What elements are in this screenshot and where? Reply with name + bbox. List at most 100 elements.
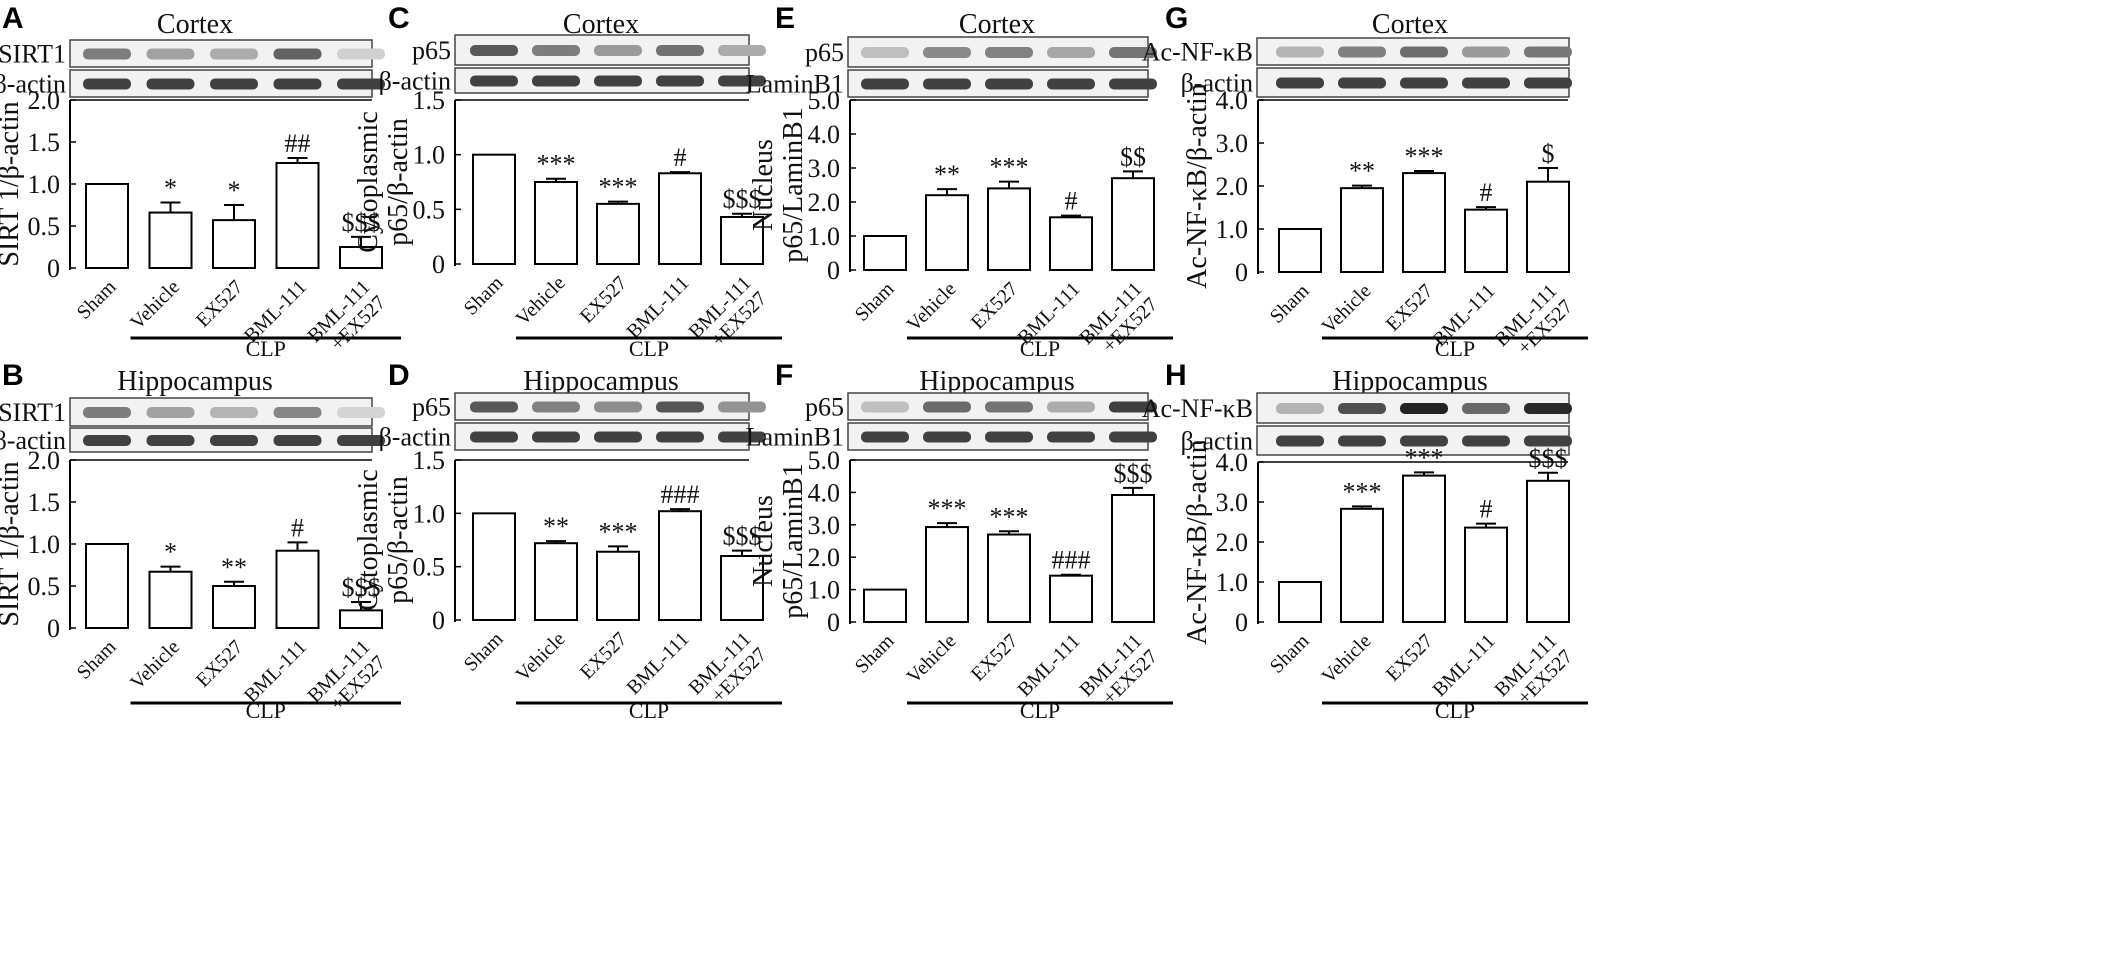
blot-strip: p65 — [412, 392, 766, 422]
clp-group-label: CLP — [246, 698, 286, 723]
blot-band — [1047, 47, 1095, 58]
bar-1 — [472, 512, 516, 621]
x-category-label: Vehicle — [1318, 630, 1376, 688]
significance-mark: # — [1065, 187, 1078, 216]
bar-1 — [1278, 581, 1322, 623]
significance-mark: *** — [990, 153, 1029, 182]
blot-band — [985, 401, 1033, 413]
blot-band — [83, 407, 131, 418]
y-tick-label: 1.0 — [28, 530, 61, 559]
y-tick-label: 1.0 — [1216, 568, 1249, 597]
significance-mark: ## — [285, 129, 311, 158]
panel-title: Hippocampus — [523, 366, 679, 397]
blot-label: β-actin — [0, 70, 66, 99]
y-axis-title-line: Cytoplasmic — [353, 469, 384, 611]
y-axis-title-line: Ac-NF-κB/β-actin — [1182, 83, 1213, 289]
panel-title: Hippocampus — [919, 366, 1075, 397]
blot-band — [1462, 46, 1510, 58]
significance-mark: ** — [221, 553, 247, 582]
x-category-label: BML-111+EX527 — [684, 272, 771, 359]
blot-band — [210, 435, 258, 446]
blot-band — [532, 45, 580, 56]
y-tick-label: 1.0 — [28, 170, 61, 199]
blot-band — [985, 47, 1033, 58]
x-category-label: BML-111 — [622, 628, 693, 699]
bar-3 — [596, 202, 640, 266]
y-tick-label: 1.5 — [28, 128, 61, 157]
x-category-label: Sham — [1266, 630, 1314, 678]
x-category-label-line: Vehicle — [126, 636, 184, 694]
y-axis-title: SIRT 1/β-actin — [0, 461, 25, 626]
bar-1 — [863, 235, 907, 271]
x-category-label-line: Vehicle — [1318, 280, 1376, 338]
panel-letter: C — [388, 2, 410, 35]
blot-label: LaminB1 — [746, 423, 844, 452]
y-tick-label: 2.0 — [808, 543, 841, 572]
x-category-label: EX527 — [576, 272, 632, 328]
blot-band — [337, 407, 385, 418]
blot-label: p65 — [805, 393, 844, 422]
x-category-label-line: EX527 — [576, 272, 632, 328]
x-category-label: EX527 — [967, 630, 1023, 686]
blot-band — [337, 435, 385, 446]
significance-mark: *** — [990, 502, 1029, 531]
x-category-label: BML-111+EX527 — [1490, 280, 1577, 367]
y-tick-label: 5.0 — [808, 86, 841, 115]
bar-3 — [1402, 172, 1446, 274]
significance-mark: $$$ — [1114, 459, 1153, 488]
panel-letter: E — [775, 2, 795, 35]
blot-band — [718, 401, 766, 413]
bar-4 — [658, 172, 702, 265]
significance-mark: * — [164, 538, 177, 567]
significance-mark: $$$ — [342, 208, 381, 237]
bar-5 — [720, 215, 764, 265]
clp-group-label: CLP — [1435, 698, 1475, 723]
y-tick-label: 2.0 — [1216, 172, 1249, 201]
significance-mark: *** — [1405, 142, 1444, 171]
panel-title: Hippocampus — [117, 366, 273, 397]
clp-group-label: CLP — [629, 698, 669, 723]
panel-letter: G — [1165, 2, 1188, 35]
panel-g: G Cortex Ac-NF-κBβ-actin 0 1.0 2.0 3.0 4.0Ac-NF… — [1142, 2, 1588, 367]
y-axis-title-line: Ac-NF-κB/β-actin — [1182, 439, 1213, 645]
blot-band — [470, 431, 518, 443]
y-tick-label: 0 — [432, 250, 445, 279]
panel-f: F Hippocampusp65LaminB101.02.03.04.05.0Nu… — [746, 359, 1173, 723]
bar-4 — [1464, 526, 1508, 623]
x-category-label: BML-111+EX527 — [303, 636, 390, 723]
blot-band — [985, 431, 1033, 443]
bar-1 — [1278, 228, 1322, 273]
y-tick-label: 0.5 — [28, 212, 61, 241]
significance-mark: *** — [928, 494, 967, 523]
blot-band — [594, 431, 642, 443]
bar-2 — [534, 542, 578, 622]
y-tick-label: 0 — [47, 254, 60, 283]
y-tick-label: 0 — [827, 608, 840, 637]
blot-strip: LaminB1 — [746, 69, 1157, 99]
y-axis-title-line: p65/β-actin — [383, 476, 414, 604]
blot-band — [1524, 435, 1572, 447]
blot-label: p65 — [805, 38, 844, 67]
blot-strip: Ac-NF-κB — [1142, 37, 1572, 67]
blot-band — [656, 431, 704, 443]
bar-3 — [212, 585, 256, 629]
panel-h: H Hippocampus Ac-NF-κB β-actin 0 1.0 2.0 3.0 4.0… — [1142, 359, 1588, 723]
blot-band — [1400, 435, 1448, 447]
panel-letter: F — [775, 359, 793, 392]
significance-mark: * — [164, 173, 177, 202]
x-category-label: Vehicle — [903, 630, 961, 688]
significance-mark: $ — [1542, 139, 1555, 168]
clp-group-label: CLP — [1435, 336, 1475, 361]
y-tick-label: 3.0 — [808, 154, 841, 183]
panel-c: C Cortexp65β-actin00.51.01.5Cytoplasmicp6… — [353, 2, 782, 361]
blot-band — [470, 401, 518, 413]
blot-band — [273, 435, 322, 446]
significance-mark: $$ — [1120, 142, 1146, 171]
x-category-label: Sham — [851, 630, 899, 678]
y-tick-label: 4.0 — [808, 120, 841, 149]
x-category-label-line: Vehicle — [903, 278, 961, 336]
y-axis-title-line: SIRT 1/β-actin — [0, 101, 25, 266]
x-category-label: BML-111 — [622, 272, 693, 343]
